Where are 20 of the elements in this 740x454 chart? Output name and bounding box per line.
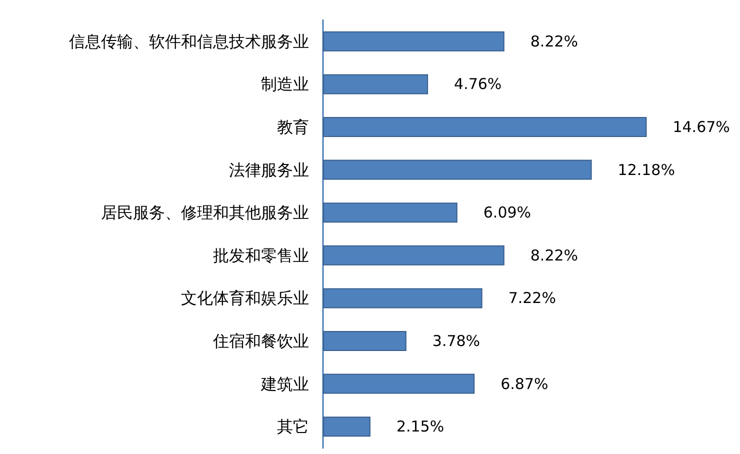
data-label: 6.09% <box>483 204 532 222</box>
y-tick-label: 信息传输、软件和信息技术服务业 <box>69 32 309 51</box>
data-label: 8.22% <box>530 32 578 50</box>
data-label: 7.22% <box>508 289 556 308</box>
data-label: 8.22% <box>530 246 578 264</box>
data-label: 12.18% <box>618 160 675 179</box>
y-tick-label: 住宿和餐饮业 <box>212 332 309 350</box>
y-tick-label: 文化体育和娱乐业 <box>181 288 309 308</box>
y-tick-label: 批发和零售业 <box>213 246 309 265</box>
y-tick-label: 法律服务业 <box>229 160 309 180</box>
y-tick-label: 建筑业 <box>260 374 309 394</box>
y-tick-label: 制造业 <box>261 74 309 94</box>
data-label: 2.15% <box>396 418 444 436</box>
data-label: 14.67% <box>672 118 730 136</box>
y-tick-label: 教育 <box>277 118 309 136</box>
y-tick-label: 居民服务、修理和其他服务业 <box>101 203 309 222</box>
data-label: 3.78% <box>432 332 480 350</box>
y-tick-label: 其它 <box>277 417 309 436</box>
data-label: 6.87% <box>500 374 548 393</box>
data-label: 4.76% <box>454 75 502 94</box>
